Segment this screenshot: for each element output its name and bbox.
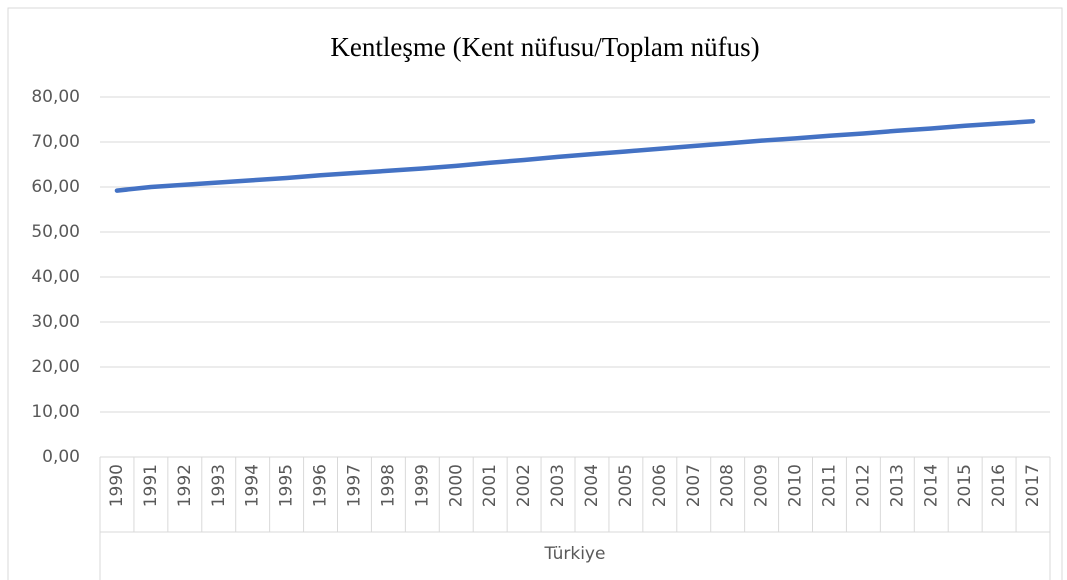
x-tick-label: 2003 xyxy=(548,464,568,507)
x-tick-label: 2015 xyxy=(955,464,975,507)
data-line xyxy=(114,119,1036,193)
x-tick-label: 1998 xyxy=(378,464,398,507)
x-tick-label: 2000 xyxy=(446,464,466,507)
y-tick-label: 0,00 xyxy=(42,447,80,467)
x-tick-label: 2009 xyxy=(752,464,772,507)
y-tick-label: 30,00 xyxy=(31,312,80,332)
x-tick-label: 2014 xyxy=(921,464,941,507)
x-tick-label: 2005 xyxy=(616,464,636,507)
x-tick-label: 1990 xyxy=(107,464,127,507)
x-tick-label: 2017 xyxy=(1023,464,1043,507)
y-tick-label: 10,00 xyxy=(31,402,80,422)
chart-border xyxy=(7,7,1063,580)
x-tick-label: 2010 xyxy=(786,464,806,507)
x-tick-label: 2013 xyxy=(887,464,907,507)
x-tick-label: 1995 xyxy=(277,464,297,507)
x-tick-label: 2012 xyxy=(853,464,873,507)
y-tick-label: 80,00 xyxy=(31,87,80,107)
y-tick-label: 20,00 xyxy=(31,357,80,377)
x-tick-label: 1994 xyxy=(243,464,263,507)
x-tick-label: 2006 xyxy=(650,464,670,507)
x-tick-label: 2004 xyxy=(582,464,602,507)
x-tick-label: 2002 xyxy=(514,464,534,507)
category-group-label: Türkiye xyxy=(544,544,606,564)
y-tick-label: 60,00 xyxy=(31,177,80,197)
y-tick-label: 40,00 xyxy=(31,267,80,287)
x-tick-label: 2011 xyxy=(819,464,839,507)
x-tick-label: 1993 xyxy=(209,464,229,507)
x-tick-label: 1999 xyxy=(412,464,432,507)
chart-title: Kentleşme (Kent nüfusu/Toplam nüfus) xyxy=(330,32,759,62)
x-tick-label: 2016 xyxy=(989,464,1009,507)
x-tick-label: 2007 xyxy=(684,464,704,507)
x-tick-label: 1997 xyxy=(344,464,364,507)
y-tick-label: 50,00 xyxy=(31,222,80,242)
x-tick-label: 1992 xyxy=(175,464,195,507)
y-tick-label: 70,00 xyxy=(31,132,80,152)
x-tick-label: 2008 xyxy=(718,464,738,507)
x-tick-label: 1991 xyxy=(141,464,161,507)
x-tick-label: 2001 xyxy=(480,464,500,507)
x-tick-label: 1996 xyxy=(311,464,331,507)
